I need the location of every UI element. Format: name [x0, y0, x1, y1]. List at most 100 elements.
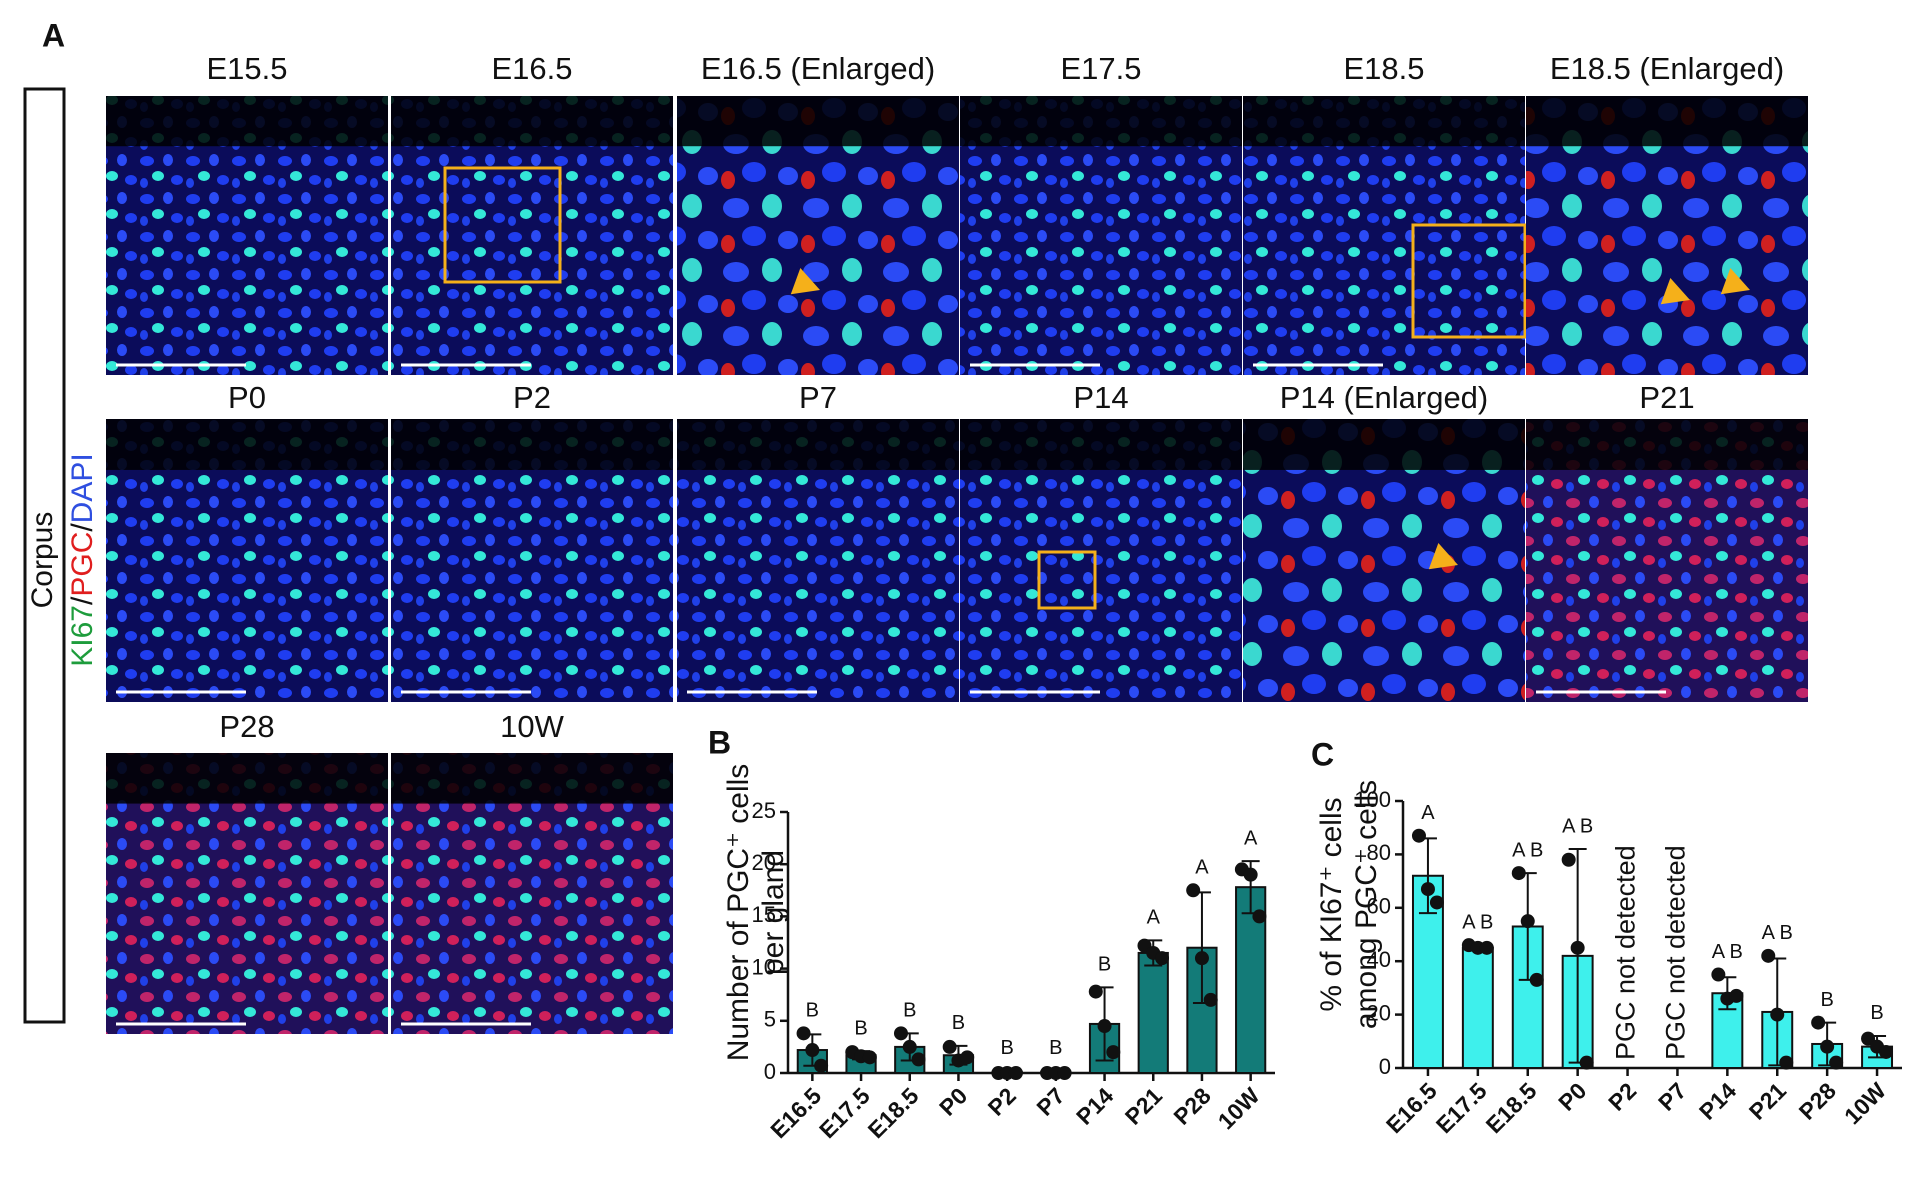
tissue-shade — [1526, 419, 1808, 470]
x-tick-label: 10W — [1213, 1082, 1265, 1134]
data-point — [1529, 972, 1544, 987]
panel-letter: B — [708, 724, 731, 760]
data-point — [1879, 1044, 1894, 1059]
significance-letter: A B — [1512, 839, 1543, 861]
data-point — [1711, 967, 1726, 982]
significance-letter: A B — [1462, 911, 1493, 933]
significance-letter: B — [854, 1017, 867, 1039]
x-tick-label: E16.5 — [1381, 1077, 1442, 1138]
significance-letter: A — [1421, 802, 1435, 824]
x-tick-label: P28 — [1794, 1077, 1841, 1124]
data-point — [1520, 914, 1535, 929]
significance-letter: A B — [1562, 815, 1593, 837]
arrowhead — [1428, 542, 1458, 570]
x-tick-label: P2 — [983, 1082, 1021, 1120]
data-point — [1243, 867, 1258, 882]
tissue-label: Corpus — [26, 512, 59, 609]
data-point — [1194, 951, 1209, 966]
arrowhead — [790, 267, 820, 295]
tissue-shade — [960, 419, 1242, 470]
x-tick-label: P7 — [1031, 1082, 1069, 1120]
x-tick-label: P14 — [1694, 1077, 1741, 1124]
significance-letter: B — [1098, 954, 1111, 976]
stain-part: PGC — [66, 532, 99, 597]
tissue-shade — [106, 96, 388, 147]
data-point — [1057, 1066, 1072, 1080]
tissue-shade — [677, 96, 959, 147]
x-tick-label: 10W — [1839, 1077, 1891, 1129]
tissue-shade — [1526, 96, 1808, 147]
x-tick-label: P7 — [1653, 1077, 1691, 1115]
tissue-shade — [391, 753, 673, 804]
data-point — [1106, 1045, 1121, 1060]
tissue-shade — [391, 419, 673, 470]
data-point — [796, 1026, 811, 1041]
image-title: P21 — [1639, 380, 1694, 415]
y-tick-label: 0 — [764, 1059, 776, 1084]
data-point — [1479, 940, 1494, 955]
image-title: P14 (Enlarged) — [1280, 380, 1489, 415]
arrowhead — [1720, 267, 1750, 295]
data-point — [805, 1043, 820, 1058]
significance-letter: A B — [1712, 941, 1743, 963]
tissue-box — [23, 87, 66, 1024]
data-point — [1252, 909, 1267, 924]
y-axis-label: % of KI67⁺ cells — [1315, 797, 1348, 1011]
data-point — [911, 1052, 926, 1067]
x-tick-label: E18.5 — [1481, 1077, 1542, 1138]
y-tick-label: 100 — [1354, 787, 1391, 812]
y-axis-label: per gland — [757, 850, 790, 975]
data-point — [1429, 895, 1444, 910]
data-point — [1186, 883, 1201, 898]
tissue-shade — [106, 753, 388, 804]
image-title: E18.5 — [1343, 51, 1424, 86]
image-title: E16.5 (Enlarged) — [701, 51, 935, 86]
panel-letter: A — [42, 17, 65, 53]
data-point — [1008, 1066, 1023, 1080]
stain-part: DAPI — [66, 453, 99, 523]
data-point — [862, 1050, 877, 1065]
significance-letter: B — [806, 1000, 819, 1022]
arrowhead — [1660, 277, 1690, 305]
y-tick-label: 0 — [1379, 1054, 1391, 1079]
tissue-shade — [106, 419, 388, 470]
y-axis-label: Number of PGC⁺ cells — [722, 764, 755, 1062]
x-tick-label: E18.5 — [863, 1082, 924, 1143]
data-point — [942, 1039, 957, 1054]
x-tick-label: P28 — [1168, 1082, 1215, 1129]
data-point — [1729, 988, 1744, 1003]
x-tick-label: P2 — [1603, 1077, 1641, 1115]
annotation: PGC not detected — [1661, 845, 1691, 1060]
bar — [1186, 946, 1218, 1074]
data-point — [1861, 1031, 1876, 1046]
data-point — [1779, 1055, 1794, 1070]
significance-letter: B — [1049, 1037, 1062, 1059]
image-title: E15.5 — [206, 51, 287, 86]
data-point — [960, 1050, 975, 1065]
image-title: E17.5 — [1060, 51, 1141, 86]
tissue-shade — [677, 419, 959, 470]
data-point — [1570, 940, 1585, 955]
significance-letter: B — [1870, 1002, 1883, 1024]
x-tick-label: E16.5 — [765, 1082, 826, 1143]
stain-part: KI67 — [66, 605, 99, 667]
image-title: P28 — [219, 709, 274, 744]
image-title: P7 — [799, 380, 837, 415]
significance-letter: B — [1820, 989, 1833, 1011]
y-tick-label: 25 — [752, 798, 776, 823]
significance-letter: B — [903, 1000, 916, 1022]
significance-letter: A — [1195, 857, 1209, 879]
y-tick-label: 15 — [752, 902, 776, 927]
data-point — [902, 1039, 917, 1054]
data-point — [1097, 1019, 1112, 1034]
data-point — [1770, 1007, 1785, 1022]
data-point — [1088, 984, 1103, 999]
image-title: P2 — [513, 380, 551, 415]
data-point — [814, 1058, 829, 1073]
y-tick-label: 60 — [1367, 894, 1391, 919]
x-tick-label: P0 — [934, 1082, 972, 1120]
image-title: E18.5 (Enlarged) — [1550, 51, 1784, 86]
x-tick-label: P0 — [1553, 1077, 1591, 1115]
data-point — [1561, 852, 1576, 867]
